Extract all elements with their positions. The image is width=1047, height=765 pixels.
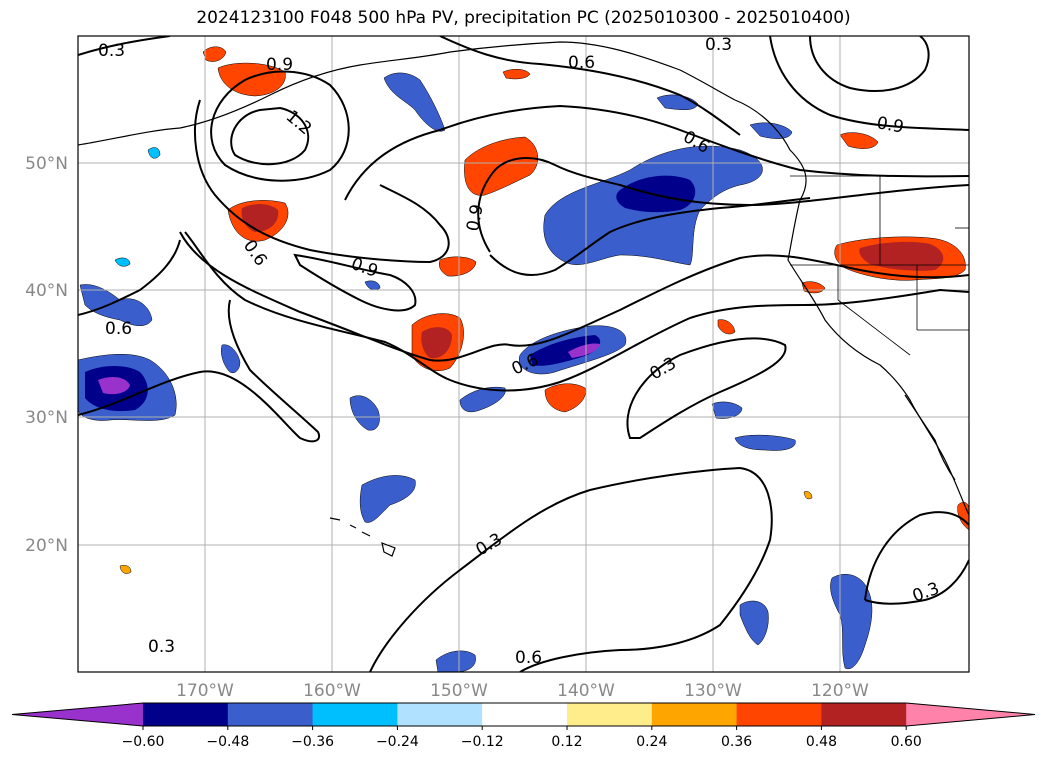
lon-axis-labels: 170°W 160°W 150°W 140°W 130°W 120°W [176, 681, 869, 701]
contour-line [626, 337, 787, 439]
precip-blob [359, 475, 416, 523]
colorbar-segment [312, 703, 398, 726]
coastline-alaska [78, 41, 736, 146]
precip-blob [114, 257, 131, 267]
lon-label: 130°W [684, 681, 742, 701]
coastline-north-america [734, 99, 969, 516]
lat-label: 30°N [25, 408, 68, 428]
map-frame [77, 35, 970, 673]
contour-line [477, 157, 969, 253]
contour-line [293, 253, 417, 312]
contour-label: 0.6 [515, 648, 542, 668]
precip-blob [241, 204, 279, 232]
contour-line [210, 70, 350, 182]
lat-axis-labels: 50°N 40°N 30°N 20°N [25, 154, 68, 556]
precip-blob [202, 46, 227, 62]
contour-line [230, 106, 310, 166]
colorbar-tick-label: 0.12 [551, 734, 582, 750]
contour-line [344, 104, 969, 201]
colorbar-tick-label: −0.12 [461, 734, 504, 750]
contour-line [489, 197, 811, 276]
precip-blob [739, 600, 769, 646]
colorbar-segment [143, 703, 229, 726]
lat-label: 20°N [25, 536, 68, 556]
contour-label: 0.6 [568, 53, 595, 73]
contour-label: 0.3 [98, 41, 125, 61]
precip-blob [147, 147, 161, 159]
contour-line [769, 36, 969, 131]
colorbar-tick-label: −0.48 [206, 734, 249, 750]
precip-blob [839, 132, 879, 149]
contour-line [809, 36, 930, 92]
contour-line [78, 239, 181, 316]
precip-blob [830, 574, 873, 670]
coastlines [78, 41, 969, 557]
precip-blob [803, 491, 813, 500]
precip-blob [98, 377, 130, 395]
colorbar-segment [482, 703, 568, 726]
colorbar-segment [651, 703, 738, 726]
colorbar-segment [567, 703, 653, 726]
precip-blob [717, 319, 736, 335]
precip-blob [119, 565, 132, 574]
contour-line [179, 231, 969, 362]
colorbar-tick-label: 0.48 [806, 734, 837, 750]
contour-label: 0.3 [148, 637, 175, 657]
colorbar-tick-label: −0.24 [376, 734, 419, 750]
map-title: 2024123100 F048 500 hPa PV, precipitatio… [196, 8, 851, 28]
precip-negative-areas [78, 72, 873, 672]
contour-line [864, 511, 969, 605]
pv-contours [78, 36, 969, 672]
contour-label: 0.3 [705, 35, 732, 55]
precip-blob [711, 401, 743, 419]
precip-blob [734, 434, 796, 451]
contour-line [184, 231, 969, 392]
contour-line [78, 36, 171, 56]
colorbar-tick-label: 0.60 [891, 734, 922, 750]
lon-label: 120°W [811, 681, 869, 701]
colorbar: −0.60 −0.48 −0.36 −0.24 −0.12 0.12 0.24 0.36 0.4… [11, 702, 1036, 750]
colorbar-extend-min [12, 703, 143, 726]
contour-label: 0.9 [463, 203, 487, 233]
hawaii-islands [329, 517, 396, 557]
colorbar-tick-label: 0.24 [636, 734, 667, 750]
coastline-baja [904, 394, 956, 481]
colorbar-tick-label: −0.36 [291, 734, 334, 750]
lon-label: 150°W [430, 681, 488, 701]
contour-label: 0.9 [266, 55, 293, 75]
lon-label: 160°W [303, 681, 361, 701]
colorbar-segment [227, 703, 314, 726]
precip-blob [421, 327, 452, 359]
precip-blob [530, 335, 601, 366]
colorbar-segment [821, 703, 907, 726]
gridlines [78, 36, 969, 672]
colorbar-extend-max [906, 703, 1035, 726]
lat-label: 40°N [25, 281, 68, 301]
precip-blob [544, 383, 586, 413]
precip-blob [79, 284, 153, 326]
contour-label: 0.6 [105, 319, 132, 339]
colorbar-segment [397, 703, 483, 726]
contour-line [78, 299, 320, 443]
lon-label: 170°W [176, 681, 234, 701]
contour-line [369, 466, 773, 672]
precip-blob [568, 343, 600, 358]
precip-blob [364, 280, 381, 291]
precip-blob [383, 72, 446, 132]
colorbar-segment [736, 703, 822, 726]
lat-label: 50°N [25, 154, 68, 174]
map-area: 0.3 0.9 1.2 0.6 0.6 0.3 0.9 0.6 0.9 0.6 … [78, 35, 969, 672]
colorbar-tick-label: −0.60 [122, 734, 165, 750]
contour-label: 0.9 [875, 113, 905, 137]
contour-line [194, 99, 450, 264]
precip-blob [502, 69, 531, 80]
precip-blob [749, 122, 793, 139]
precip-blob [221, 344, 241, 373]
contour-line [439, 36, 741, 136]
lon-label: 140°W [557, 681, 615, 701]
colorbar-tick-label: 0.36 [721, 734, 752, 750]
